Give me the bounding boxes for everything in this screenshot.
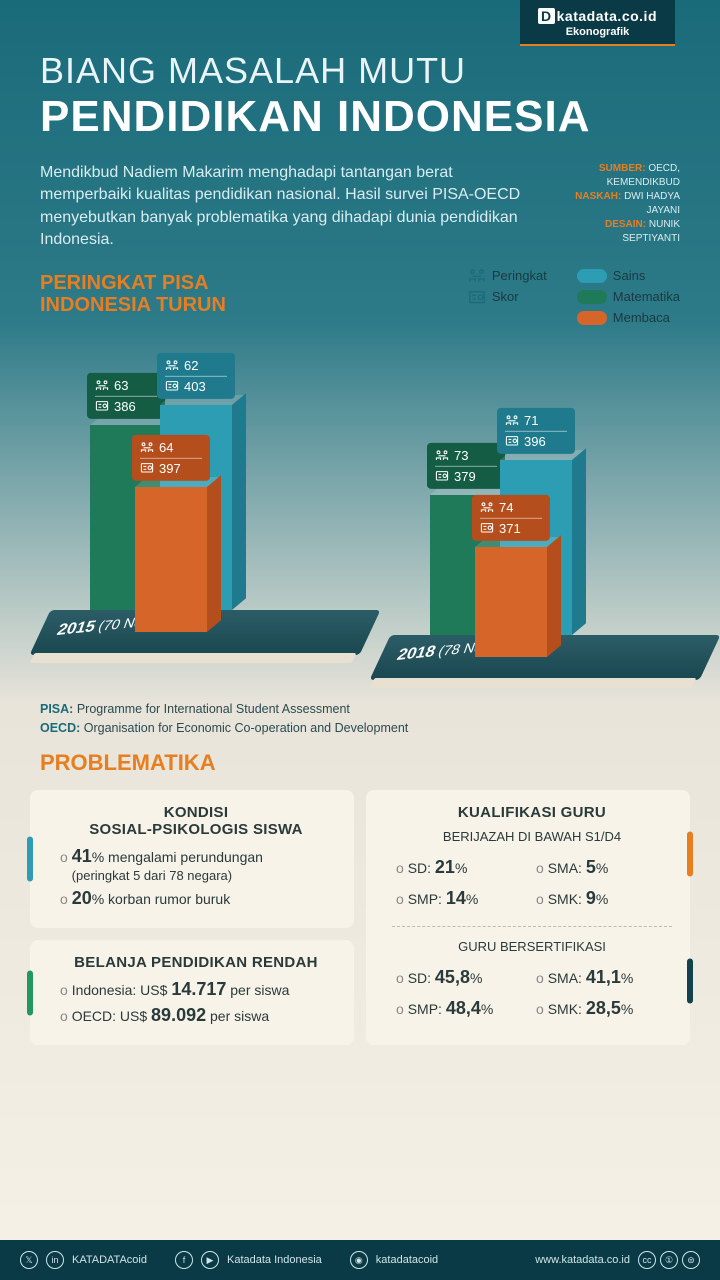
q1-sd-l: SD: bbox=[408, 860, 431, 876]
card3-title: KUALIFIKASI GURU bbox=[392, 804, 672, 821]
problematika-heading: PROBLEMATIKA bbox=[40, 750, 216, 776]
brand-logo-text: katadata.co.id bbox=[557, 8, 657, 24]
q2-sd: 45,8 bbox=[435, 967, 470, 987]
footer-handle1: KATADATAcoid bbox=[72, 1254, 147, 1266]
intro-row: Mendikbud Nadiem Makarim menghadapi tant… bbox=[0, 152, 720, 252]
brand-logo: Dkatadata.co.id bbox=[538, 8, 657, 24]
accent-dot bbox=[27, 837, 33, 882]
oecd-key: OECD: bbox=[40, 721, 80, 735]
by-icon: ① bbox=[660, 1251, 678, 1269]
footer-handle2: Katadata Indonesia bbox=[227, 1254, 322, 1266]
bar: 74371 bbox=[475, 547, 547, 657]
card3-q1: SD: 21% SMA: 5% SMP: 14% SMK: 9% bbox=[392, 852, 672, 914]
footer-right: www.katadata.co.id cc ① ⊜ bbox=[535, 1251, 700, 1269]
credits: SUMBER: OECD, KEMENDIKBUD NASKAH: DWI HA… bbox=[550, 162, 680, 252]
cc-icon: cc bbox=[638, 1251, 656, 1269]
q1-smp-l: SMP: bbox=[408, 891, 442, 907]
card1-r1a: 41 bbox=[72, 846, 92, 866]
title-line1: BIANG MASALAH MUTU bbox=[40, 50, 680, 92]
c2r2b: 89.092 bbox=[151, 1005, 206, 1025]
card3-divider bbox=[392, 926, 672, 927]
c2r1a: Indonesia: US$ bbox=[72, 982, 172, 998]
card3-q2: SD: 45,8% SMA: 41,1% SMP: 48,4% SMK: 28,… bbox=[392, 962, 672, 1024]
title-line2: PENDIDIKAN INDONESIA bbox=[40, 92, 680, 142]
brand-badge: Dkatadata.co.id Ekonografik bbox=[520, 0, 675, 46]
q1-smk: 9 bbox=[586, 888, 596, 908]
q2-smp-l: SMP: bbox=[408, 1001, 442, 1017]
bar: 64397 bbox=[135, 487, 207, 632]
legend-peringkat-label: Peringkat bbox=[492, 268, 547, 283]
accent-dot bbox=[27, 970, 33, 1015]
card2-title: BELANJA PENDIDIKAN RENDAH bbox=[56, 954, 336, 971]
c2r1b: 14.717 bbox=[171, 979, 226, 999]
c2r2a: OECD: US$ bbox=[72, 1008, 151, 1024]
q1-sma-l: SMA: bbox=[548, 860, 582, 876]
card2-r2: OECD: US$ 89.092 per siswa bbox=[56, 1005, 336, 1026]
q1-sma: 5 bbox=[586, 857, 596, 877]
q2-smk-l: SMK: bbox=[548, 1001, 582, 1017]
credits-desain-lbl: DESAIN: bbox=[605, 219, 646, 230]
facebook-icon: f bbox=[175, 1251, 193, 1269]
card-belanja: BELANJA PENDIDIKAN RENDAH Indonesia: US$… bbox=[30, 940, 354, 1045]
cards: KONDISI SOSIAL-PSIKOLOGIS SISWA 41% meng… bbox=[30, 790, 690, 1045]
card1-r1b: % mengalami perundungan bbox=[92, 849, 263, 865]
rank-icon bbox=[468, 269, 486, 283]
sains-pill bbox=[577, 269, 607, 283]
brand-logo-d: D bbox=[538, 8, 555, 24]
footer: 𝕏 in KATADATAcoid f ▶ Katadata Indonesia… bbox=[0, 1240, 720, 1280]
q2-sma: 41,1 bbox=[586, 967, 621, 987]
footer-handle3: katadatacoid bbox=[376, 1254, 438, 1266]
card1-r2a: 20 bbox=[72, 888, 92, 908]
bars-2015: 633866240364397 bbox=[90, 405, 232, 610]
card1-r1c: (peringkat 5 dari 78 negara) bbox=[72, 868, 232, 883]
card1-title: KONDISI SOSIAL-PSIKOLOGIS SISWA bbox=[56, 804, 336, 838]
oecd-val: Organisation for Economic Co-operation a… bbox=[84, 721, 408, 735]
legend-sains-label: Sains bbox=[613, 268, 646, 283]
credits-sumber-lbl: SUMBER: bbox=[599, 163, 646, 174]
card3-sub1: BERIJAZAH DI BAWAH S1/D4 bbox=[392, 829, 672, 844]
q2-smp: 48,4 bbox=[446, 998, 481, 1018]
credits-naskah-lbl: NASKAH: bbox=[575, 191, 621, 202]
q2-sd-l: SD: bbox=[408, 970, 431, 986]
footer-left: 𝕏 in KATADATAcoid f ▶ Katadata Indonesia… bbox=[20, 1251, 438, 1269]
q1-smp: 14 bbox=[446, 888, 466, 908]
footer-url: www.katadata.co.id bbox=[535, 1254, 630, 1266]
twitter-icon: 𝕏 bbox=[20, 1251, 38, 1269]
bars-2018: 733797139674371 bbox=[430, 460, 572, 635]
card3-sub2: GURU BERSERTIFIKASI bbox=[392, 939, 672, 954]
year-2015: 2015 bbox=[55, 618, 98, 639]
year-2018: 2018 bbox=[395, 643, 438, 664]
linkedin-icon: in bbox=[46, 1251, 64, 1269]
c2r1c: per siswa bbox=[226, 982, 289, 998]
accent-dot bbox=[687, 831, 693, 876]
q2-smk: 28,5 bbox=[586, 998, 621, 1018]
brand-subtitle: Ekonografik bbox=[538, 26, 657, 38]
youtube-icon: ▶ bbox=[201, 1251, 219, 1269]
q1-sd: 21 bbox=[435, 857, 455, 877]
nd-icon: ⊜ bbox=[682, 1251, 700, 1269]
cc-icons: cc ① ⊜ bbox=[638, 1251, 700, 1269]
intro-text: Mendikbud Nadiem Makarim menghadapi tant… bbox=[40, 162, 530, 252]
card-kualifikasi: KUALIFIKASI GURU BERIJAZAH DI BAWAH S1/D… bbox=[366, 790, 690, 1045]
chart-area: 2015 (70 Negara) 633866240364397 2018 (7… bbox=[0, 300, 720, 700]
card1-r2: 20% korban rumor buruk bbox=[56, 888, 336, 909]
q1-smk-l: SMK: bbox=[548, 891, 582, 907]
card1-r2b: % korban rumor buruk bbox=[92, 891, 231, 907]
q2-sma-l: SMA: bbox=[548, 970, 582, 986]
accent-dot bbox=[687, 959, 693, 1004]
legend-sains: Sains bbox=[577, 268, 680, 283]
footnotes: PISA: Programme for International Studen… bbox=[40, 700, 408, 738]
c2r2c: per siswa bbox=[206, 1008, 269, 1024]
pisa-key: PISA: bbox=[40, 702, 73, 716]
credits-naskah: DWI HADYA JAYANI bbox=[624, 191, 680, 216]
legend-peringkat: Peringkat bbox=[468, 268, 547, 283]
instagram-icon: ◉ bbox=[350, 1251, 368, 1269]
pisa-val: Programme for International Student Asse… bbox=[77, 702, 350, 716]
card1-r1: 41% mengalami perundungan (peringkat 5 d… bbox=[56, 846, 336, 883]
card2-r1: Indonesia: US$ 14.717 per siswa bbox=[56, 979, 336, 1000]
card-kondisi: KONDISI SOSIAL-PSIKOLOGIS SISWA 41% meng… bbox=[30, 790, 354, 928]
